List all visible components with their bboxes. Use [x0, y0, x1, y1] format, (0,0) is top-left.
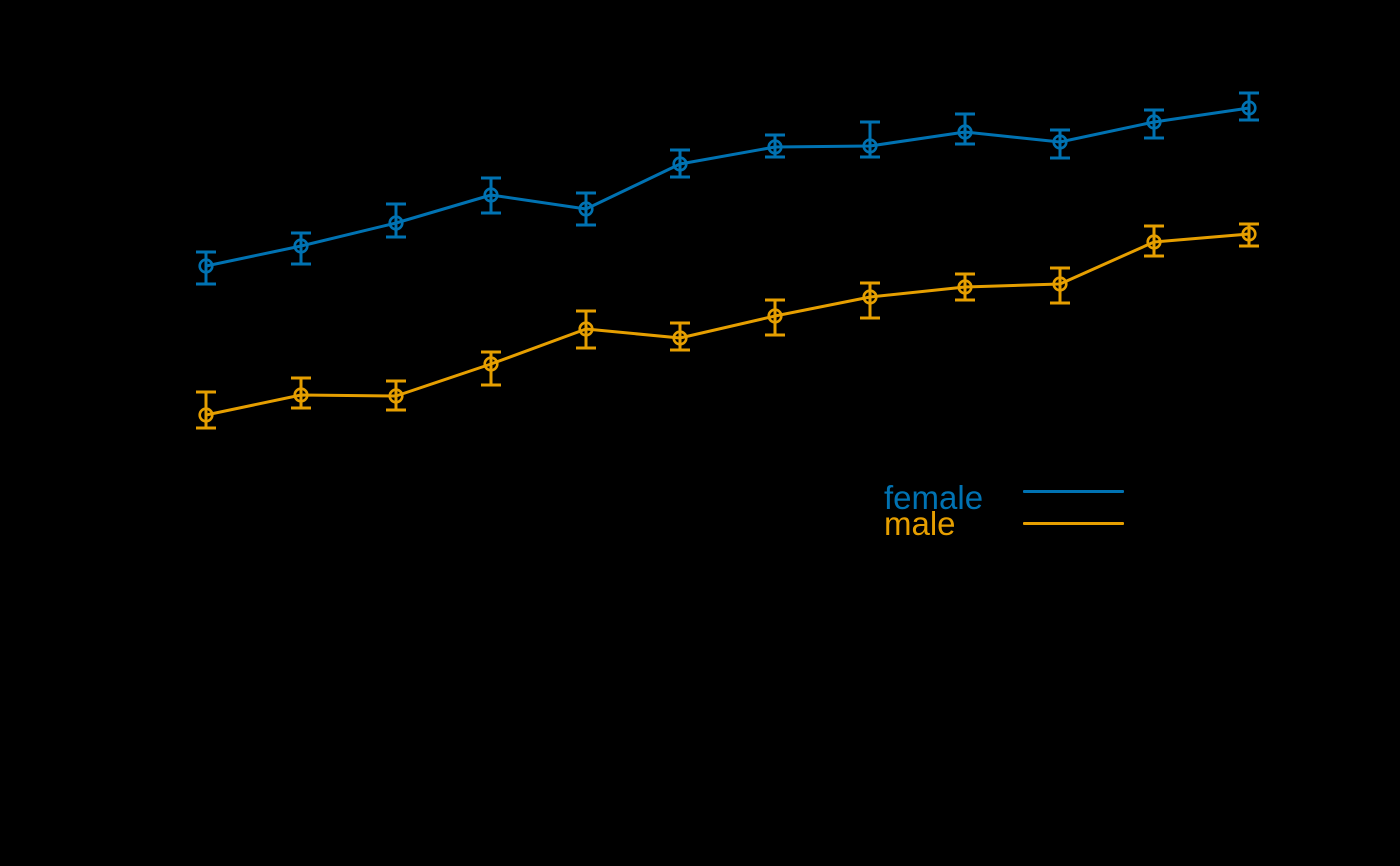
data-point-marker [672, 156, 688, 172]
data-point-marker [198, 258, 214, 274]
data-point-marker [483, 187, 499, 203]
data-point-marker [1241, 100, 1257, 116]
data-point-marker [293, 387, 309, 403]
data-point-marker [198, 407, 214, 423]
data-point-marker [767, 308, 783, 324]
data-point-marker [862, 289, 878, 305]
data-point-marker [1241, 226, 1257, 242]
data-point-marker [767, 139, 783, 155]
data-point-marker [293, 238, 309, 254]
data-point-marker [388, 388, 404, 404]
data-point-marker [1146, 114, 1162, 130]
data-point-marker [1146, 234, 1162, 250]
series-male [196, 222, 1259, 430]
data-point-marker [957, 124, 973, 140]
data-point-marker [388, 215, 404, 231]
data-point-marker [578, 321, 594, 337]
data-point-marker [1052, 276, 1068, 292]
data-point-marker [1052, 134, 1068, 150]
series-line-female [205, 106, 1250, 268]
series-female [196, 91, 1259, 286]
series-line-male [205, 232, 1250, 417]
data-point-marker [862, 138, 878, 154]
data-point-marker [578, 201, 594, 217]
data-point-marker [483, 356, 499, 372]
data-point-marker [957, 279, 973, 295]
data-point-marker [672, 330, 688, 346]
